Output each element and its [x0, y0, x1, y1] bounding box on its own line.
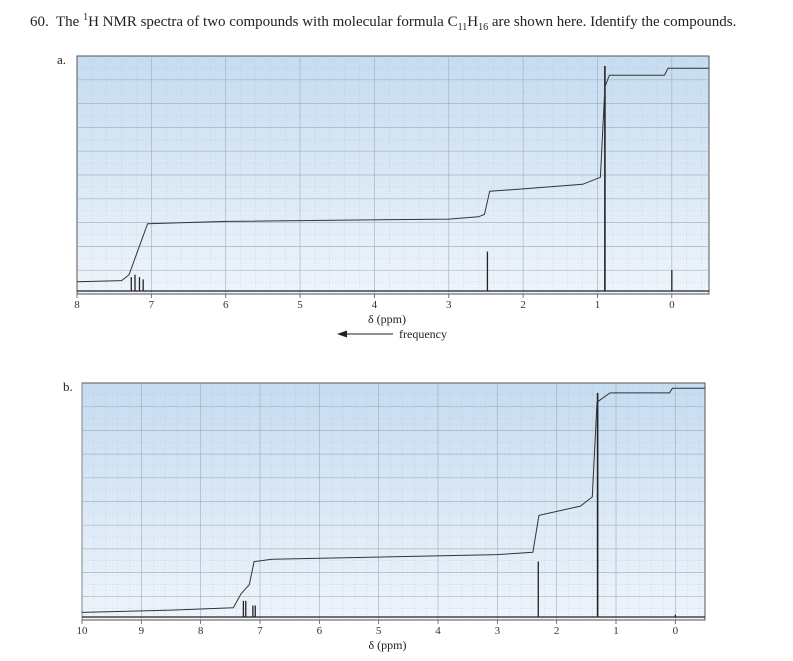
gridlines	[77, 56, 709, 294]
spectrum-panel-b: 10 9 8 7 6 5 4 3 2 1 0δ (ppm)b.	[63, 379, 706, 652]
x-tick-label: 6	[317, 625, 323, 637]
gridlines	[81, 383, 705, 620]
x-tick-label: 4	[372, 299, 378, 311]
x-tick-label: 1	[613, 625, 619, 637]
x-tick-label: 8	[74, 299, 80, 311]
x-tick-label: 3	[495, 625, 501, 637]
question-post: are shown here. Identify the compounds.	[491, 14, 737, 30]
x-tick-label: 1	[595, 299, 601, 311]
x-tick-label: 5	[297, 299, 303, 311]
question-sub-hydrogen: 16	[478, 22, 489, 33]
x-tick-label: 8	[198, 625, 204, 637]
question-text: 60. The 1H NMR spectra of two compounds …	[30, 12, 790, 33]
x-tick-label: 10	[77, 625, 89, 637]
x-tick-label: 2	[554, 625, 560, 637]
x-tick-label: 5	[376, 625, 382, 637]
x-tick-label: 0	[669, 299, 675, 311]
x-tick-label: 3	[446, 299, 452, 311]
x-tick-label: 7	[149, 299, 155, 311]
question-h: H	[467, 14, 479, 30]
x-tick-label: 7	[257, 625, 263, 637]
question-sub-carbon: 11	[457, 22, 468, 33]
x-tick-label: 4	[435, 625, 441, 637]
arrow-label: frequency	[399, 327, 447, 341]
question-number: 60.	[30, 14, 49, 30]
integration-curve	[81, 387, 705, 613]
integration-curve	[76, 67, 709, 283]
x-tick-label: 0	[673, 625, 679, 637]
question-sup: 1	[83, 12, 89, 23]
x-tick-label: 2	[520, 299, 526, 311]
panel-label: b.	[63, 379, 73, 394]
question-mid: H NMR spectra of two compounds with mole…	[88, 14, 458, 30]
frequency-arrow: frequency	[337, 327, 447, 341]
x-tick-label: 6	[223, 299, 229, 311]
x-axis-title: δ (ppm)	[369, 638, 407, 652]
panel-label: a.	[57, 52, 66, 67]
x-tick-label: 9	[139, 625, 145, 637]
question-pre: The	[55, 14, 80, 30]
x-axis-title: δ (ppm)	[368, 312, 406, 326]
spectrum-panel-a: 8 7 6 5 4 3 2 1 0 δ (ppm) a. frequency	[57, 52, 710, 341]
